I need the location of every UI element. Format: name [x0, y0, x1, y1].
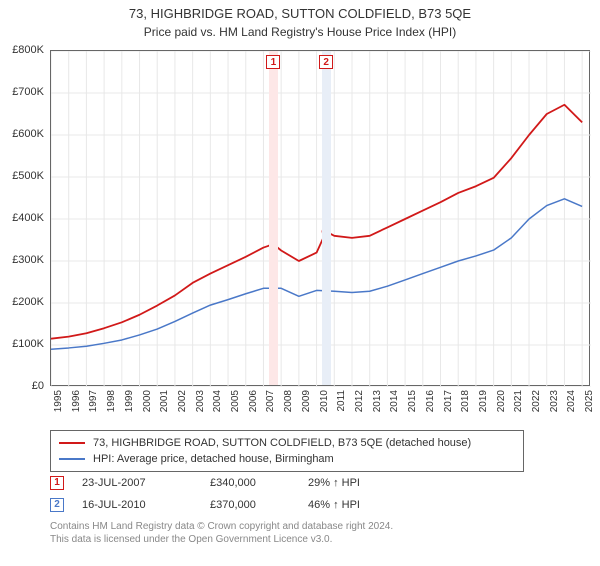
x-tick-label: 2025	[584, 390, 595, 412]
x-tick-label: 2002	[177, 390, 188, 412]
sale-marker-2: 2	[319, 55, 333, 69]
sale-badge-2: 2	[50, 498, 64, 512]
x-tick-label: 2000	[142, 390, 153, 412]
legend-label-address: 73, HIGHBRIDGE ROAD, SUTTON COLDFIELD, B…	[93, 435, 471, 451]
sale-badge-1: 1	[50, 476, 64, 490]
y-tick-label: £600K	[12, 128, 44, 140]
legend-row-hpi: HPI: Average price, detached house, Birm…	[59, 451, 515, 467]
sale-marker-1: 1	[266, 55, 280, 69]
sale-delta-1: 29% ↑ HPI	[308, 472, 408, 494]
y-tick-label: £400K	[12, 212, 44, 224]
x-tick-label: 2007	[265, 390, 276, 412]
sale-delta-2: 46% ↑ HPI	[308, 494, 408, 516]
x-tick-label: 2010	[319, 390, 330, 412]
x-tick-label: 2008	[283, 390, 294, 412]
x-tick-label: 2019	[478, 390, 489, 412]
footer-line2: This data is licensed under the Open Gov…	[50, 533, 590, 546]
x-tick-label: 2022	[531, 390, 542, 412]
sale-row-2: 2 16-JUL-2010 £370,000 46% ↑ HPI	[50, 494, 590, 516]
x-tick-label: 1999	[124, 390, 135, 412]
x-tick-label: 2015	[407, 390, 418, 412]
x-tick-label: 2009	[301, 390, 312, 412]
y-tick-label: £300K	[12, 254, 44, 266]
x-tick-label: 2014	[389, 390, 400, 412]
x-tick-label: 1997	[88, 390, 99, 412]
y-tick-label: £100K	[12, 338, 44, 350]
legend-swatch-address	[59, 442, 85, 444]
x-tick-label: 2020	[496, 390, 507, 412]
chart-subtitle: Price paid vs. HM Land Registry's House …	[0, 25, 600, 39]
legend-label-hpi: HPI: Average price, detached house, Birm…	[93, 451, 334, 467]
legend-row-address: 73, HIGHBRIDGE ROAD, SUTTON COLDFIELD, B…	[59, 435, 515, 451]
sale-date-2: 16-JUL-2010	[82, 494, 192, 516]
y-tick-label: £0	[32, 380, 44, 392]
x-tick-label: 2018	[460, 390, 471, 412]
x-tick-label: 2023	[549, 390, 560, 412]
x-tick-label: 2005	[230, 390, 241, 412]
x-tick-label: 2024	[566, 390, 577, 412]
x-tick-label: 1995	[53, 390, 64, 412]
footer: Contains HM Land Registry data © Crown c…	[50, 520, 590, 546]
x-tick-label: 2011	[336, 390, 347, 412]
footer-line1: Contains HM Land Registry data © Crown c…	[50, 520, 590, 533]
x-tick-label: 2012	[354, 390, 365, 412]
chart-title: 73, HIGHBRIDGE ROAD, SUTTON COLDFIELD, B…	[0, 6, 600, 21]
sale-price-2: £370,000	[210, 494, 290, 516]
x-axis-labels: 1995 1996 1997 1998 1999 2000 2001 2002 2003 2004…	[50, 388, 590, 428]
legend-swatch-hpi	[59, 458, 85, 460]
chart-area: 1 2	[50, 50, 590, 386]
sale-table: 1 23-JUL-2007 £340,000 29% ↑ HPI 2 16-JU…	[50, 472, 590, 516]
legend: 73, HIGHBRIDGE ROAD, SUTTON COLDFIELD, B…	[50, 430, 524, 472]
x-tick-label: 2001	[159, 390, 170, 412]
sale-band-2	[322, 51, 331, 385]
y-tick-label: £700K	[12, 86, 44, 98]
x-tick-label: 2021	[513, 390, 524, 412]
x-tick-label: 2017	[443, 390, 454, 412]
sale-price-1: £340,000	[210, 472, 290, 494]
x-tick-label: 1998	[106, 390, 117, 412]
x-tick-label: 2003	[195, 390, 206, 412]
x-tick-label: 2004	[212, 390, 223, 412]
y-tick-label: £800K	[12, 44, 44, 56]
sale-row-1: 1 23-JUL-2007 £340,000 29% ↑ HPI	[50, 472, 590, 494]
sale-band-1	[269, 51, 278, 385]
x-tick-label: 2013	[372, 390, 383, 412]
sale-date-1: 23-JUL-2007	[82, 472, 192, 494]
x-tick-label: 1996	[71, 390, 82, 412]
x-tick-label: 2016	[425, 390, 436, 412]
y-tick-label: £500K	[12, 170, 44, 182]
x-tick-label: 2006	[248, 390, 259, 412]
y-axis-labels: £0£100K£200K£300K£400K£500K£600K£700K£80…	[0, 50, 48, 386]
y-tick-label: £200K	[12, 296, 44, 308]
